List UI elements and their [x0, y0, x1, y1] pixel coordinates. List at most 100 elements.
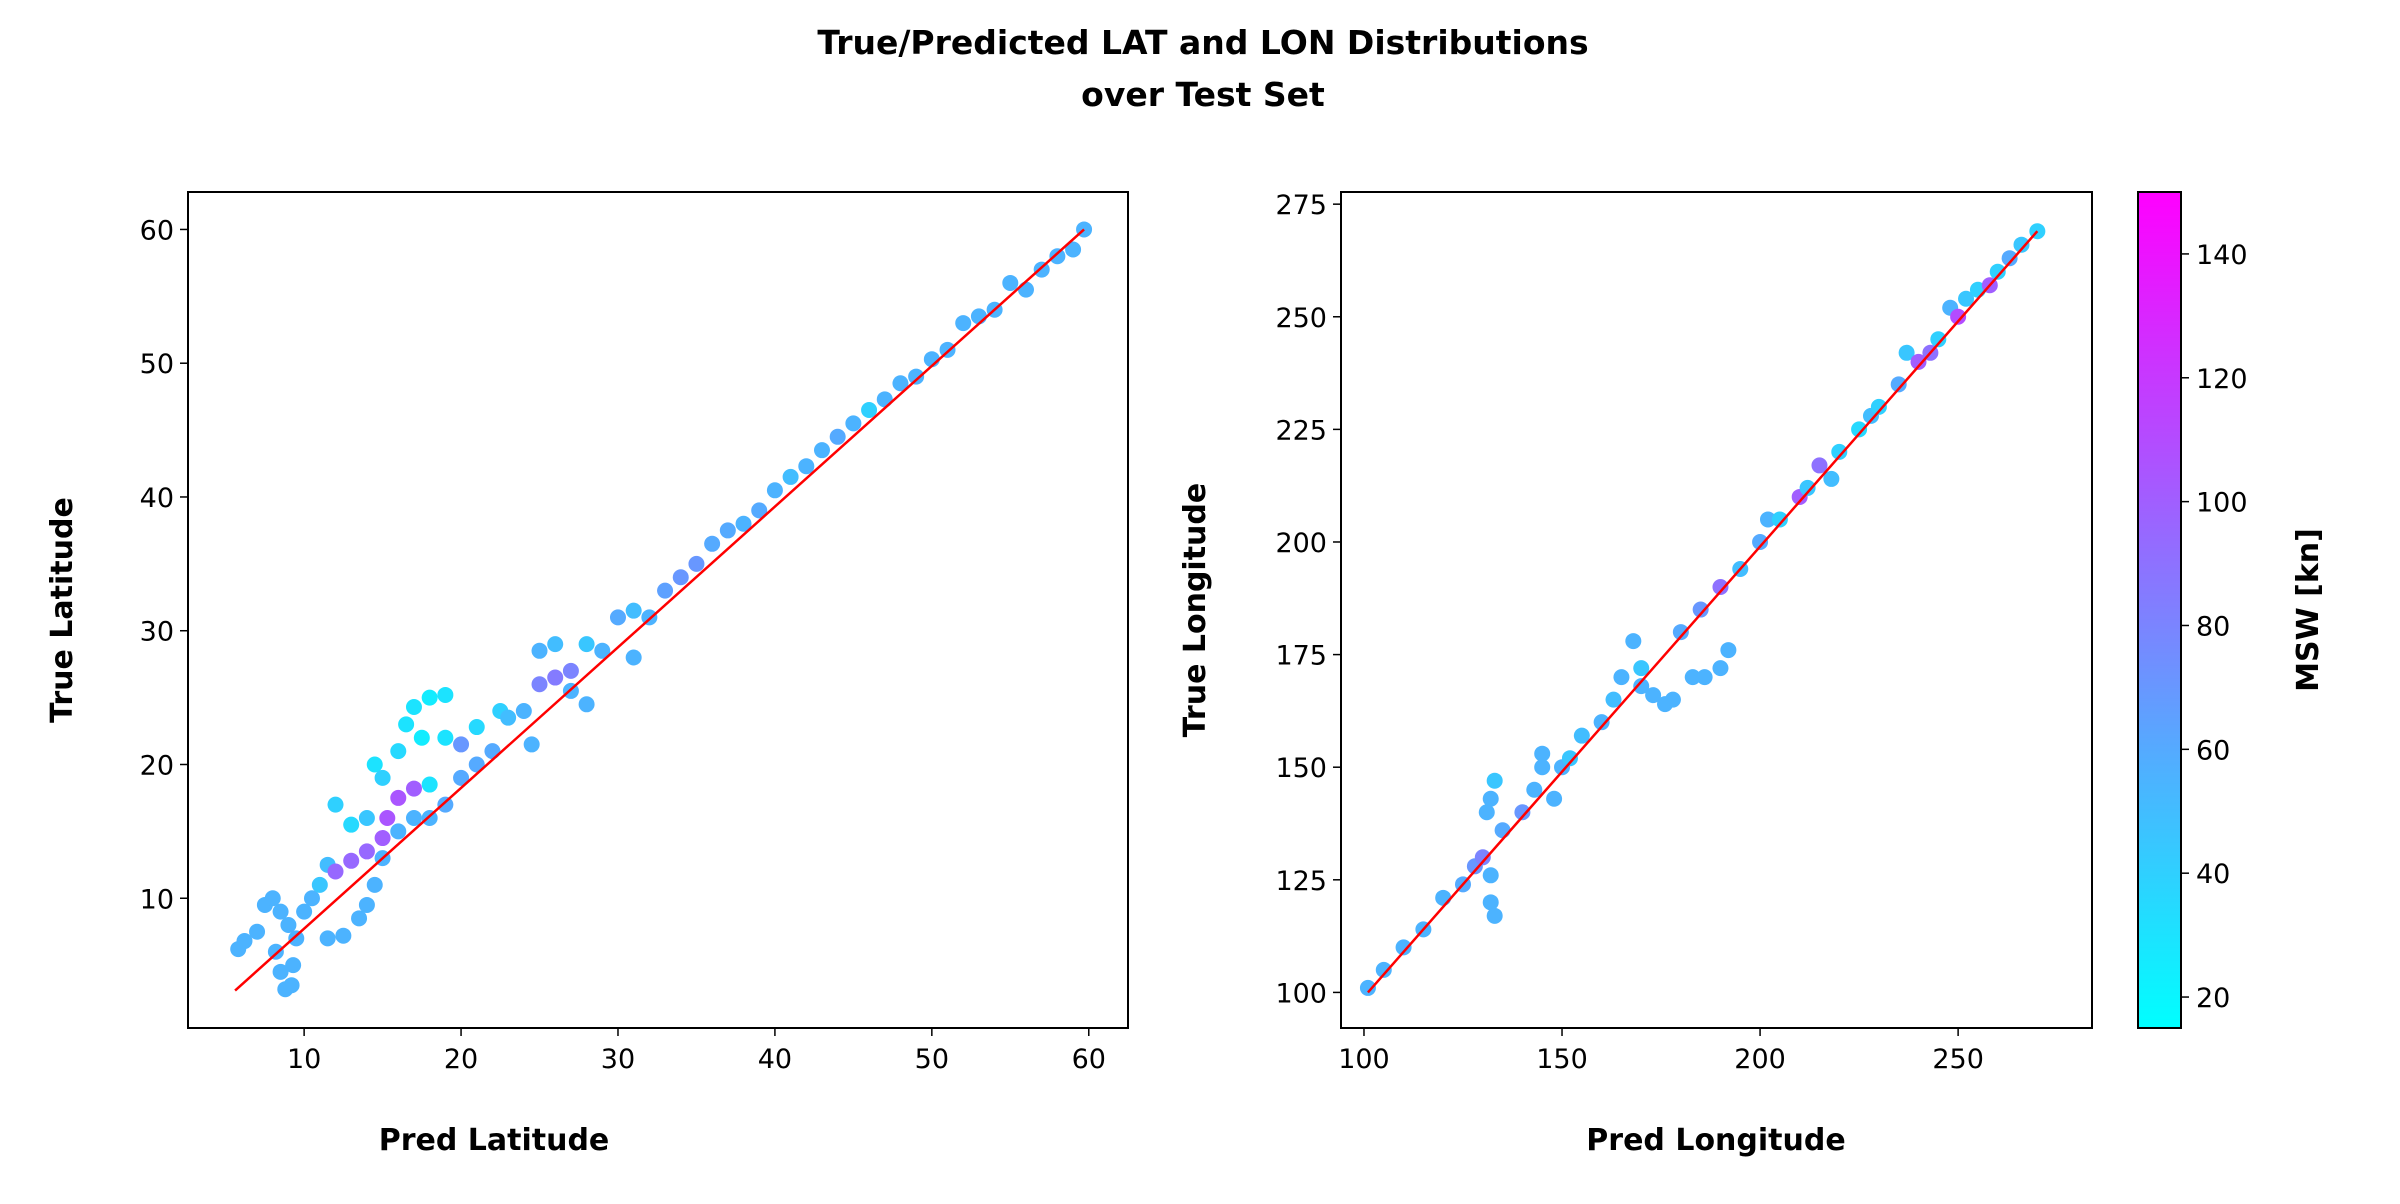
data-point [719, 522, 736, 539]
y-tick-label: 40 [140, 483, 174, 514]
x-tick-label: 10 [287, 1044, 321, 1075]
data-point [264, 890, 281, 907]
data-point [421, 776, 438, 793]
y-tick-label: 30 [140, 617, 174, 648]
x-tick-label: 250 [1932, 1044, 1984, 1075]
data-point [405, 809, 422, 826]
data-point [1605, 691, 1622, 708]
data-point [1851, 421, 1868, 438]
colorbar-tick-label: 100 [2196, 488, 2248, 519]
axes-frame [187, 191, 1129, 1029]
data-point [531, 676, 548, 693]
data-point [578, 696, 595, 713]
x-tick-label: 20 [444, 1044, 478, 1075]
data-point [1712, 579, 1729, 596]
data-point [578, 636, 595, 653]
data-point [1664, 691, 1681, 708]
data-point [547, 669, 564, 686]
identity-line [1366, 230, 2039, 994]
colorbar-tick-label: 140 [2196, 240, 2248, 271]
data-point [1534, 745, 1551, 762]
x-tick-label: 40 [758, 1044, 792, 1075]
data-point [609, 609, 626, 626]
data-point [1526, 781, 1543, 798]
y-tick-label: 100 [1275, 978, 1327, 1009]
data-point [625, 649, 642, 666]
y-tick-label: 225 [1275, 415, 1327, 446]
data-point [813, 442, 830, 459]
data-point [249, 923, 266, 940]
figure-title-line-1: True/Predicted LAT and LON Distributions [817, 23, 1588, 62]
data-point [1049, 248, 1066, 265]
data-point [845, 415, 862, 432]
data-point [1771, 511, 1788, 528]
y-tick-label: 50 [140, 349, 174, 380]
data-point [1546, 790, 1563, 807]
x-tick-label: 30 [601, 1044, 635, 1075]
data-point [453, 736, 470, 753]
colorbar-tick-label: 120 [2196, 364, 2248, 395]
y-tick-label: 250 [1275, 303, 1327, 334]
data-point [413, 729, 430, 746]
data-point [1870, 398, 1887, 415]
data-point [1482, 790, 1499, 807]
data-point [531, 642, 548, 659]
data-point [1033, 261, 1050, 278]
data-point [319, 930, 336, 947]
data-point [280, 917, 297, 934]
data-point [892, 375, 909, 392]
data-point [1823, 470, 1840, 487]
data-point [688, 555, 705, 572]
data-point [1633, 660, 1650, 677]
data-point [1759, 511, 1776, 528]
data-point [296, 903, 313, 920]
identity-line [234, 228, 1085, 992]
data-point [1950, 308, 1967, 325]
data-point [285, 957, 302, 974]
x-tick-label: 150 [1536, 1044, 1588, 1075]
x-tick-label: 50 [915, 1044, 949, 1075]
y-tick-label: 150 [1275, 753, 1327, 784]
data-point [288, 930, 305, 947]
data-point [303, 890, 320, 907]
data-point [1486, 907, 1503, 924]
data-point [1561, 750, 1578, 767]
data-point [1017, 281, 1034, 298]
data-point [625, 602, 642, 619]
data-point [358, 896, 375, 913]
data-point [1910, 353, 1927, 370]
data-point [798, 458, 815, 475]
y-axis-label: True Latitude [45, 497, 80, 723]
data-point [704, 535, 721, 552]
colorbar-tick-label: 80 [2196, 611, 2230, 642]
data-point [876, 391, 893, 408]
data-point [1065, 241, 1082, 258]
y-tick-label: 10 [140, 884, 174, 915]
colorbar-tick-label: 20 [2196, 983, 2230, 1014]
colorbar-tick-label: 60 [2196, 735, 2230, 766]
data-point [1898, 344, 1915, 361]
data-point [1435, 889, 1452, 906]
data-point [421, 689, 438, 706]
data-point [374, 769, 391, 786]
data-point [2013, 236, 2030, 253]
y-tick-label: 200 [1275, 528, 1327, 559]
data-point [861, 402, 878, 419]
data-point [782, 468, 799, 485]
data-point [343, 816, 360, 833]
data-point [311, 876, 328, 893]
y-tick-label: 125 [1275, 866, 1327, 897]
data-point [515, 702, 532, 719]
data-point [766, 482, 783, 499]
data-point [1930, 331, 1947, 348]
data-point [358, 843, 375, 860]
data-point [1482, 867, 1499, 884]
data-point [283, 977, 300, 994]
data-point [351, 910, 368, 927]
data-point [366, 756, 383, 773]
data-point [523, 736, 540, 753]
figure-title-line-2: over Test Set [1081, 75, 1325, 114]
latitude-scatter-axes: 10 20 30 40 50 60 10 20 30 40 50 60 Pred Latitude Tru… [45, 191, 1129, 1158]
data-point [335, 927, 352, 944]
colorbar-gradient [2137, 191, 2182, 1029]
